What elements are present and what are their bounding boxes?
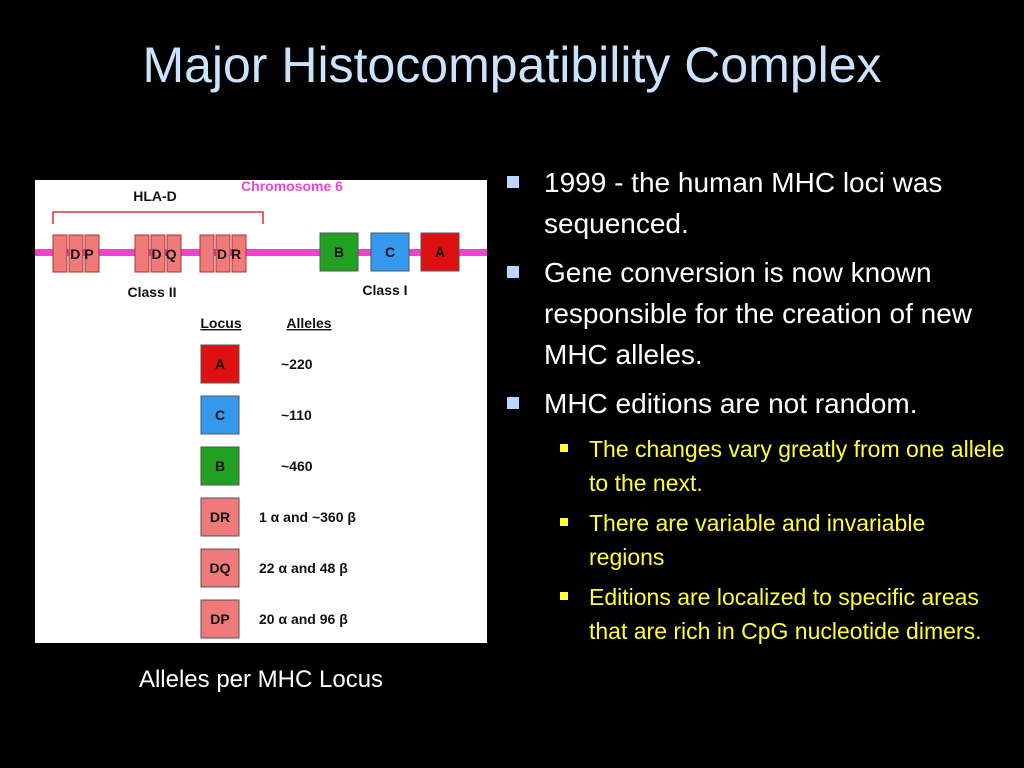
class-ii-genes: DP DQ DR xyxy=(52,234,247,273)
sub-bullet-square-icon xyxy=(560,518,568,526)
class-ii-label: Class II xyxy=(127,284,176,300)
locus-row: DP 20 α and 96 β xyxy=(200,599,348,639)
hla-d-label: HLA-D xyxy=(133,188,177,204)
locus-label: DQ xyxy=(210,560,231,576)
gene-box xyxy=(319,232,359,272)
chromosome-line xyxy=(35,249,487,256)
figure-caption: Alleles per MHC Locus xyxy=(138,666,384,693)
locus-label: DR xyxy=(210,509,230,525)
mhc-figure: HLA-D Chromosome 6 DP DQ DR B C A Class II C… xyxy=(35,180,487,643)
locus-label: A xyxy=(215,356,225,372)
bullet-square-icon xyxy=(507,266,519,278)
gene-c: C xyxy=(370,232,410,272)
bullet-item: 1999 - the human MHC loci was sequenced. xyxy=(505,162,1005,244)
gene-segment xyxy=(199,234,215,273)
sub-bullet-item: The changes vary greatly from one allele… xyxy=(550,432,1005,500)
locus-header: Locus xyxy=(200,315,241,331)
loci-table: A ~220 C ~110 B ~460 DR 1 α and ~360 β DQ 22 α an… xyxy=(200,344,356,639)
gene-dq: DQ xyxy=(134,234,182,273)
locus-row: A ~220 xyxy=(200,344,313,384)
sub-bullet-square-icon xyxy=(560,444,568,452)
bullet-item: MHC editions are not random. xyxy=(505,383,1005,424)
locus-row: C ~110 xyxy=(200,395,312,435)
gene-segment xyxy=(166,234,182,273)
locus-box xyxy=(200,395,240,435)
gene-box xyxy=(420,232,460,272)
sub-bullet-text: The changes vary greatly from one allele… xyxy=(589,436,1005,496)
chromosome-label: Chromosome 6 xyxy=(241,180,343,194)
gene-label: A xyxy=(435,244,445,260)
locus-box xyxy=(200,344,240,384)
allele-count: ~460 xyxy=(281,458,313,474)
gene-label: DP xyxy=(70,246,97,262)
gene-label: C xyxy=(385,244,395,260)
locus-label: B xyxy=(215,458,225,474)
locus-box xyxy=(200,497,240,537)
gene-segment xyxy=(68,234,84,273)
gene-dr: DR xyxy=(199,234,247,273)
locus-label: C xyxy=(215,407,225,423)
gene-segment xyxy=(215,234,231,273)
allele-count: 1 α and ~360 β xyxy=(259,509,356,525)
bullet-text: Gene conversion is now known responsible… xyxy=(544,257,973,370)
gene-b: B xyxy=(319,232,359,272)
gene-label: DQ xyxy=(152,246,181,262)
allele-count: 20 α and 96 β xyxy=(259,611,348,627)
sub-bullet-text: There are variable and invariable region… xyxy=(589,510,926,570)
bullet-item: Gene conversion is now known responsible… xyxy=(505,252,1005,375)
sub-bullet-square-icon xyxy=(560,592,568,600)
bullet-text: 1999 - the human MHC loci was sequenced. xyxy=(544,167,943,239)
sub-bullet-item: There are variable and invariable region… xyxy=(550,506,1005,574)
gene-segment xyxy=(52,234,68,273)
locus-box xyxy=(200,446,240,486)
mhc-diagram: HLA-D Chromosome 6 DP DQ DR B C A Class II C… xyxy=(35,180,487,639)
sub-bullet-item: Editions are localized to specific areas… xyxy=(550,580,1005,648)
hla-d-bracket xyxy=(52,211,264,224)
gene-label: DR xyxy=(217,246,245,262)
locus-row: DR 1 α and ~360 β xyxy=(200,497,356,537)
locus-box xyxy=(200,548,240,588)
gene-segment xyxy=(134,234,150,273)
alleles-header: Alleles xyxy=(286,315,331,331)
gene-segment xyxy=(84,234,100,273)
locus-row: B ~460 xyxy=(200,446,313,486)
bullet-list: 1999 - the human MHC loci was sequenced.… xyxy=(505,162,1005,654)
allele-count: 22 α and 48 β xyxy=(259,560,348,576)
bullet-square-icon xyxy=(507,397,519,409)
gene-box xyxy=(370,232,410,272)
locus-box xyxy=(200,599,240,639)
locus-label: DP xyxy=(210,611,229,627)
locus-row: DQ 22 α and 48 β xyxy=(200,548,348,588)
slide-title: Major Histocompatibility Complex xyxy=(142,37,882,93)
gene-a: A xyxy=(420,232,460,272)
gene-segment xyxy=(231,234,247,273)
sub-bullet-text: Editions are localized to specific areas… xyxy=(589,584,982,644)
gene-label: B xyxy=(334,244,344,260)
gene-segment xyxy=(150,234,166,273)
gene-dp: DP xyxy=(52,234,100,273)
bullet-text: MHC editions are not random. xyxy=(544,388,918,419)
class-i-label: Class I xyxy=(362,282,407,298)
allele-count: ~110 xyxy=(281,407,312,423)
bullet-square-icon xyxy=(507,176,519,188)
allele-count: ~220 xyxy=(281,356,313,372)
